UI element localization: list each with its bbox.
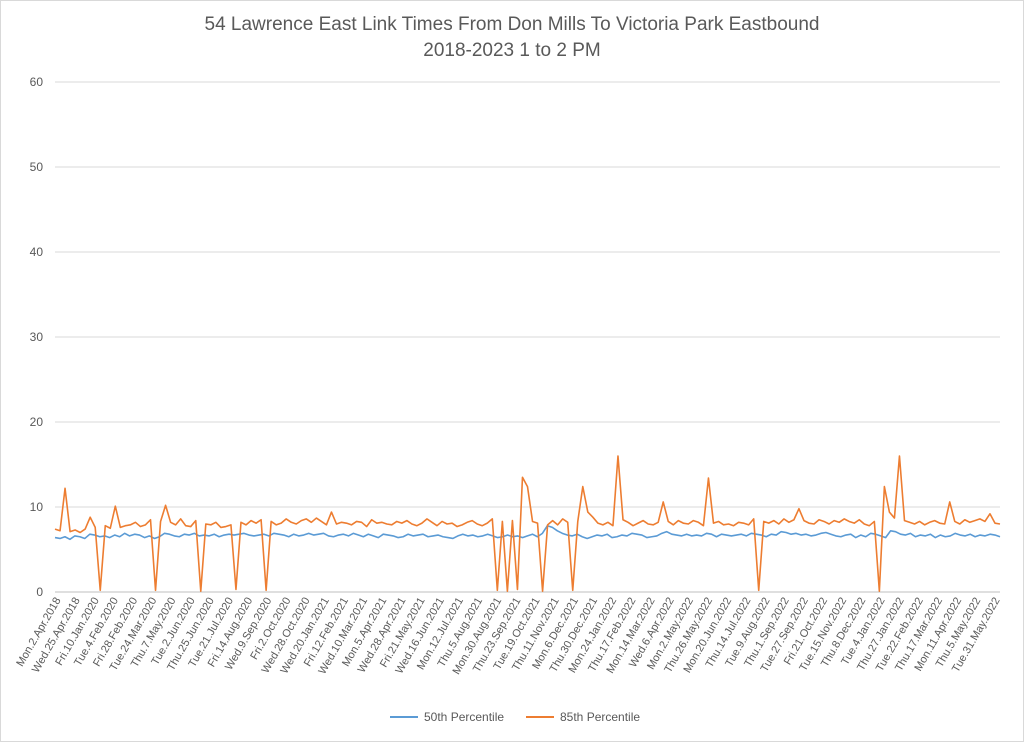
- y-tick-label-10: 10: [30, 500, 44, 514]
- y-tick-label-40: 40: [30, 245, 44, 259]
- y-tick-label-20: 20: [30, 415, 44, 429]
- legend-label-50th: 50th Percentile: [424, 710, 505, 724]
- legend: 50th Percentile 85th Percentile: [0, 710, 1024, 730]
- series-line-50th-percentile: [54, 524, 1001, 541]
- series-line-85th-percentile: [54, 455, 1001, 592]
- legend-label-85th: 85th Percentile: [560, 710, 641, 724]
- y-tick-label-0: 0: [36, 585, 43, 599]
- y-tick-label-30: 30: [30, 330, 44, 344]
- y-tick-label-60: 60: [30, 75, 44, 89]
- y-tick-label-50: 50: [30, 160, 44, 174]
- legend-swatch-50th: [390, 716, 418, 718]
- legend-item-85th: 85th Percentile: [526, 710, 640, 724]
- chart-title: 54 Lawrence East Link Times From Don Mil…: [204, 14, 820, 35]
- legend-item-50th: 50th Percentile: [390, 710, 504, 724]
- chart-subtitle: 2018-2023 1 to 2 PM: [423, 40, 601, 61]
- legend-swatch-85th: [526, 716, 554, 718]
